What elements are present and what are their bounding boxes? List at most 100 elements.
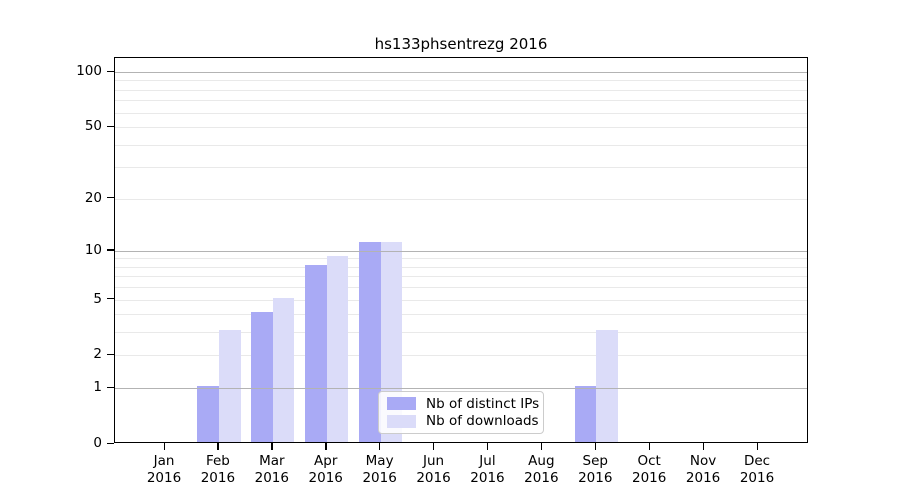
legend: Nb of distinct IPs Nb of downloads (378, 391, 544, 434)
x-axis-tick-label-jan: Jan 2016 (129, 453, 199, 487)
month-label: Jul (479, 453, 496, 469)
year-label: 2016 (416, 470, 451, 486)
bar-feb-distinct-ips (197, 386, 219, 442)
minor-gridline (115, 276, 807, 278)
x-axis-tick (325, 443, 327, 450)
month-label: Feb (205, 453, 230, 469)
bar-sep-distinct-ips (574, 386, 597, 442)
year-label: 2016 (200, 470, 236, 486)
x-axis-tick (756, 443, 758, 450)
bar-mar-distinct-ips (251, 312, 273, 442)
major-gridline (115, 250, 807, 252)
minor-gridline (115, 167, 807, 169)
legend-item-downloads: Nb of downloads (387, 413, 539, 429)
month-label: Nov (689, 453, 717, 469)
y-axis-tick-label: 100 (76, 63, 102, 79)
bar-sep-downloads (596, 330, 618, 442)
bar-feb-downloads (218, 330, 241, 442)
y-axis-tick (107, 249, 114, 251)
year-label: 2016 (470, 470, 505, 486)
x-axis-tick (702, 443, 704, 450)
month-label: Mar (259, 453, 285, 469)
minor-gridline (115, 266, 807, 268)
minor-gridline (115, 89, 807, 91)
y-axis-tick (107, 442, 114, 444)
minor-gridline (115, 299, 807, 301)
month-label: Apr (314, 453, 338, 469)
x-axis-tick-label-nov: Nov 2016 (668, 453, 738, 487)
x-axis-tick-label-jul: Jul 2016 (452, 453, 522, 487)
major-gridline (115, 72, 807, 73)
legend-label-distinct-ips: Nb of distinct IPs (426, 395, 540, 412)
x-axis-tick-label-dec: Dec 2016 (722, 453, 792, 487)
minor-gridline (115, 314, 807, 316)
y-axis-tick (107, 353, 114, 356)
x-axis-tick (486, 443, 489, 450)
minor-gridline (115, 127, 807, 129)
x-axis-tick (217, 443, 219, 450)
year-label: 2016 (524, 470, 559, 486)
x-axis-tick (594, 443, 597, 450)
legend-swatch-downloads-icon (387, 414, 416, 428)
legend-item-distinct-ips: Nb of distinct IPs (387, 396, 539, 412)
bars-layer (115, 58, 807, 442)
minor-gridline (115, 80, 807, 82)
x-axis-tick (163, 443, 165, 450)
year-label: 2016 (578, 470, 613, 486)
y-axis-tick-label: 0 (93, 435, 102, 451)
month-label: May (365, 453, 394, 469)
x-axis-tick (433, 443, 435, 450)
y-axis-tick-label: 2 (93, 346, 102, 363)
x-axis-tick-label-mar: Mar 2016 (237, 453, 307, 487)
legend-swatch-distinct-ips-icon (387, 397, 416, 411)
major-gridlines-layer (115, 58, 807, 442)
chart-title: hs133phsentrezg 2016 (374, 35, 548, 53)
year-label: 2016 (362, 470, 397, 486)
major-gridline (115, 388, 807, 390)
y-axis-tick (107, 197, 114, 199)
bar-apr-distinct-ips (305, 264, 327, 442)
x-axis-tick-label-may: May 2016 (345, 453, 415, 487)
month-label: Oct (637, 453, 661, 469)
minor-gridline (115, 287, 807, 289)
minor-gridline (115, 112, 807, 114)
x-axis-tick (379, 443, 381, 450)
y-axis-tick-label: 1 (93, 379, 102, 396)
minor-gridline (115, 355, 807, 357)
year-label: 2016 (631, 470, 667, 486)
y-axis-tick-label: 20 (84, 189, 102, 206)
month-label: Jun (422, 453, 445, 469)
legend-label-downloads: Nb of downloads (426, 413, 539, 430)
minor-gridlines-layer (115, 58, 807, 442)
minor-gridline (115, 258, 807, 260)
y-axis-tick (107, 70, 114, 72)
y-axis-tick-label: 50 (84, 118, 102, 135)
x-axis-tick-label-aug: Aug 2016 (506, 453, 576, 487)
month-label: Jan (153, 453, 175, 469)
year-label: 2016 (739, 470, 775, 486)
bar-apr-downloads (326, 256, 349, 442)
month-label: Dec (743, 453, 771, 469)
year-label: 2016 (146, 470, 182, 486)
x-axis-tick-label-feb: Feb 2016 (183, 453, 253, 487)
y-axis-tick (107, 125, 114, 127)
x-axis-tick-label-jun: Jun 2016 (399, 453, 469, 487)
minor-gridline (115, 332, 807, 334)
x-axis-tick (540, 443, 543, 450)
y-axis-tick-label: 10 (84, 241, 102, 258)
minor-gridline (115, 100, 807, 102)
year-label: 2016 (254, 470, 289, 486)
year-label: 2016 (308, 470, 343, 486)
plot-area (114, 57, 808, 443)
x-axis-tick-label-oct: Oct 2016 (614, 453, 684, 487)
y-axis-tick-label: 5 (93, 290, 102, 307)
bar-mar-downloads (272, 297, 295, 442)
bar-may-distinct-ips (359, 241, 381, 442)
y-axis-tick (107, 298, 114, 300)
x-axis-tick (648, 443, 650, 450)
x-axis-tick (271, 443, 273, 450)
x-axis-tick-label-apr: Apr 2016 (291, 453, 361, 487)
month-label: Sep (582, 453, 608, 469)
month-label: Aug (528, 453, 555, 469)
